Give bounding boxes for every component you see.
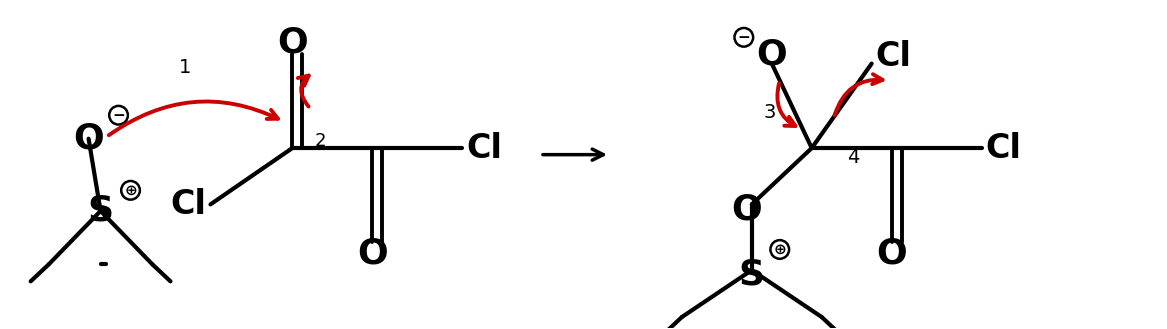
Text: −: −: [112, 108, 125, 123]
Text: O: O: [74, 122, 104, 156]
Text: O: O: [876, 236, 907, 270]
Text: 1: 1: [180, 58, 191, 77]
Text: −: −: [738, 30, 750, 45]
Text: O: O: [732, 192, 762, 226]
Text: S: S: [88, 194, 113, 228]
Text: O: O: [277, 26, 308, 60]
Text: Cl: Cl: [466, 132, 502, 164]
Text: S: S: [739, 258, 764, 292]
Text: Cl: Cl: [170, 188, 207, 221]
Text: O: O: [357, 236, 387, 270]
Text: 2: 2: [315, 132, 326, 150]
Text: ⊕: ⊕: [774, 242, 787, 257]
Text: O: O: [756, 37, 788, 71]
Text: 4: 4: [847, 148, 860, 167]
Text: Cl: Cl: [875, 39, 911, 73]
Text: Cl: Cl: [986, 132, 1021, 164]
Text: 3: 3: [763, 103, 776, 122]
Text: ⊕: ⊕: [124, 183, 137, 198]
